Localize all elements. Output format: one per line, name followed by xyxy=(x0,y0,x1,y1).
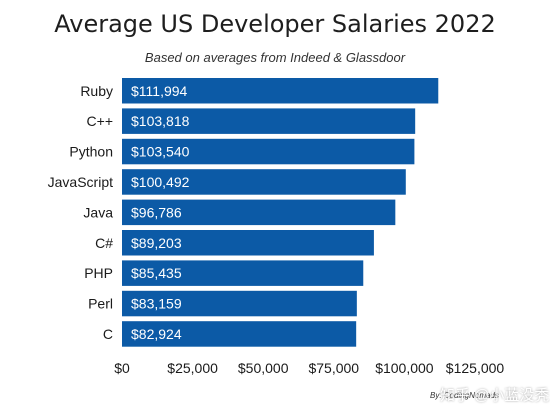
bar-value-label: $82,924 xyxy=(131,326,182,342)
category-label: C xyxy=(103,326,113,342)
bar xyxy=(122,138,415,165)
bar xyxy=(122,230,374,256)
bar xyxy=(122,199,396,226)
chart-subtitle: Based on averages from Indeed & Glassdoo… xyxy=(144,50,406,65)
bar-value-label: $89,203 xyxy=(131,235,182,251)
category-label: Python xyxy=(69,144,113,160)
bar xyxy=(122,78,439,104)
chart-title: Average US Developer Salaries 2022 xyxy=(54,10,496,38)
x-tick-label: $0 xyxy=(114,360,130,376)
x-tick-label: $25,000 xyxy=(167,360,218,376)
x-tick-label: $100,000 xyxy=(375,360,434,376)
bar xyxy=(122,321,357,347)
bar xyxy=(122,260,364,286)
category-label: Java xyxy=(83,204,113,220)
x-tick-label: $50,000 xyxy=(238,360,289,376)
x-tick-label: $75,000 xyxy=(308,360,359,376)
credit-text: By: CodingNomads xyxy=(430,391,499,400)
bar xyxy=(122,169,406,195)
x-tick-label: $125,000 xyxy=(446,360,505,376)
bar xyxy=(122,108,416,134)
bar-value-label: $83,159 xyxy=(131,296,182,312)
category-label: JavaScript xyxy=(48,174,113,190)
category-label: C# xyxy=(95,235,113,251)
bar-value-label: $100,492 xyxy=(131,174,190,190)
category-label: Ruby xyxy=(80,83,113,99)
bar-value-label: $103,540 xyxy=(131,144,190,160)
category-label: Perl xyxy=(88,296,113,312)
bar xyxy=(122,290,357,317)
bar-value-label: $85,435 xyxy=(131,265,182,281)
watermark-text: 知乎 @小蓝没秃 xyxy=(440,387,550,404)
category-label: PHP xyxy=(84,265,113,281)
bar-value-label: $103,818 xyxy=(131,113,190,129)
bar-value-label: $111,994 xyxy=(131,83,188,99)
category-label: C++ xyxy=(87,113,113,129)
bar-value-label: $96,786 xyxy=(131,204,182,220)
